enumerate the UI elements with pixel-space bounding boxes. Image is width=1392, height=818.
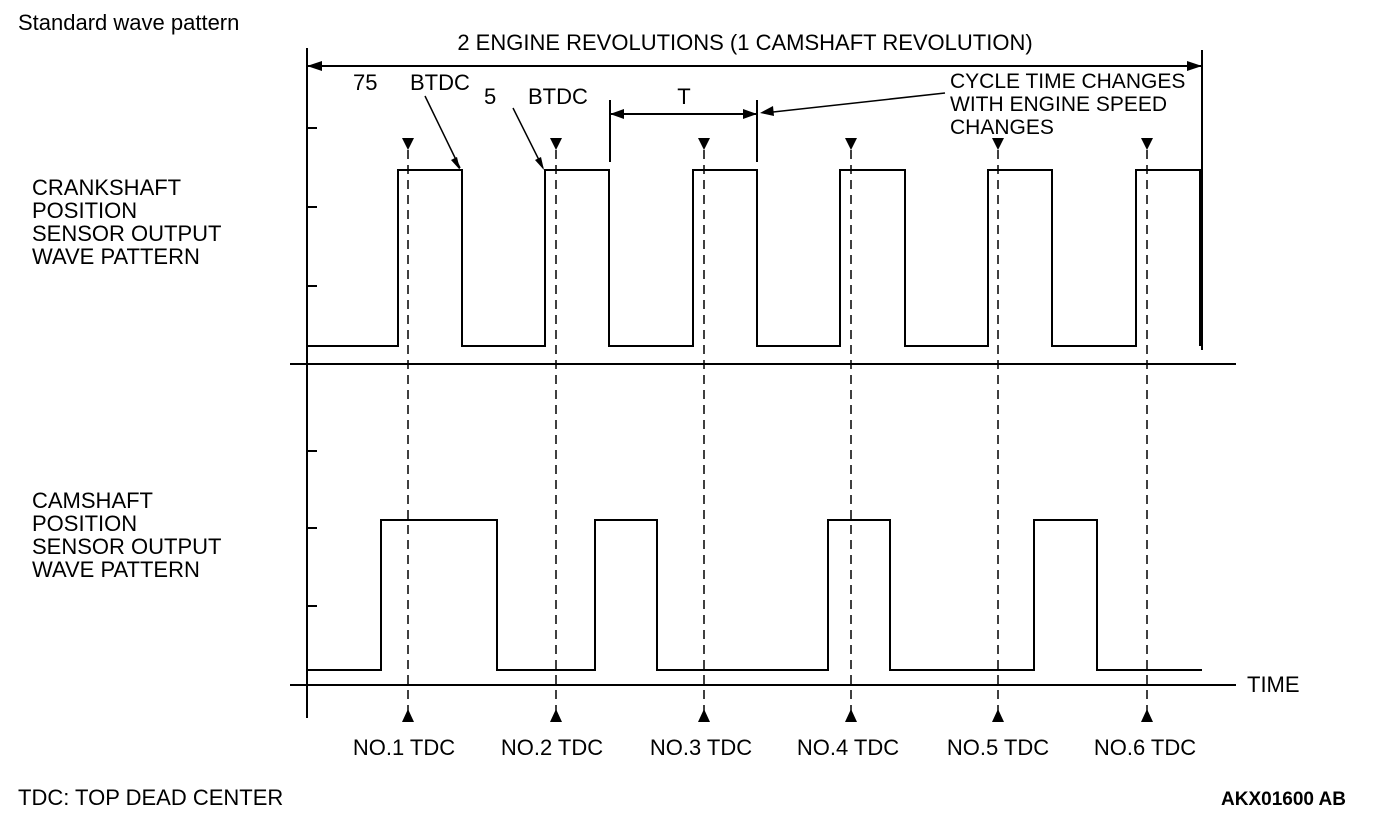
span-arrow-left — [307, 61, 322, 71]
tdc-up-triangle-icon — [1141, 709, 1153, 722]
period-arrow-left — [610, 109, 624, 119]
tdc-label-4: NO.4 TDC — [797, 735, 899, 760]
btdc-leader-1-arrow — [451, 157, 460, 170]
tdc-up-triangle-icon — [992, 709, 1004, 722]
tdc-up-triangle-icon — [698, 709, 710, 722]
tdc-up-triangle-icon — [845, 709, 857, 722]
btdc-leader-2 — [512, 107, 544, 169]
crankshaft-label-line-3: SENSOR OUTPUT — [32, 221, 221, 246]
span-arrow-right — [1187, 61, 1202, 71]
tdc-down-triangle-icon — [845, 138, 857, 150]
figure-code: AKX01600 AB — [1221, 789, 1346, 810]
period-label: T — [677, 84, 690, 109]
tdc-up-triangle-icon — [402, 709, 414, 722]
cycle-note-line-1: CYCLE TIME CHANGES — [950, 70, 1185, 93]
tdc-label-6: NO.6 TDC — [1094, 735, 1196, 760]
diagram-caption: Standard wave pattern — [18, 10, 239, 35]
tdc-down-triangle-icon — [402, 138, 414, 150]
camshaft-label-line-4: WAVE PATTERN — [32, 557, 200, 582]
vertical-axis — [306, 48, 317, 718]
btdc-leader-2-arrow — [535, 157, 544, 170]
period-arrow-right — [743, 109, 757, 119]
angle-75-label: 75 — [353, 70, 377, 95]
cycle-note-line-2: WITH ENGINE SPEED — [950, 93, 1167, 116]
tdc-up-markers — [402, 709, 1153, 722]
crankshaft-label-line-2: POSITION — [32, 198, 137, 223]
tdc-up-triangle-icon — [550, 709, 562, 722]
cycle-note-leader — [763, 92, 946, 114]
tdc-label-3: NO.3 TDC — [650, 735, 752, 760]
btdc-leader-1 — [424, 95, 461, 169]
tdc-reference-lines — [407, 150, 1148, 712]
period-dimension — [609, 100, 758, 162]
camshaft-wave — [307, 519, 1202, 671]
tdc-down-triangle-icon — [1141, 138, 1153, 150]
tdc-down-markers — [402, 138, 1153, 150]
camshaft-label-line-2: POSITION — [32, 511, 137, 536]
tdc-down-triangle-icon — [992, 138, 1004, 150]
crankshaft-label-line-1: CRANKSHAFT — [32, 175, 181, 200]
tdc-label-1: NO.1 TDC — [353, 735, 455, 760]
crankshaft-label-line-4: WAVE PATTERN — [32, 244, 200, 269]
camshaft-label-line-3: SENSOR OUTPUT — [32, 534, 221, 559]
btdc-label-2: BTDC — [528, 84, 588, 109]
span-dimension — [307, 50, 1203, 350]
time-axis-label: TIME — [1247, 672, 1300, 697]
tdc-label-5: NO.5 TDC — [947, 735, 1049, 760]
btdc-label-1: BTDC — [410, 70, 470, 95]
tdc-down-triangle-icon — [698, 138, 710, 150]
tdc-down-triangle-icon — [550, 138, 562, 150]
angle-5-label: 5 — [484, 84, 496, 109]
crankshaft-wave — [307, 169, 1201, 347]
camshaft-label-line-1: CAMSHAFT — [32, 488, 153, 513]
cycle-note-leader-arrow — [760, 106, 774, 116]
cycle-note-line-3: CHANGES — [950, 116, 1054, 139]
tdc-legend: TDC: TOP DEAD CENTER — [18, 785, 283, 810]
span-label: 2 ENGINE REVOLUTIONS (1 CAMSHAFT REVOLUT… — [457, 30, 1032, 55]
tdc-label-2: NO.2 TDC — [501, 735, 603, 760]
